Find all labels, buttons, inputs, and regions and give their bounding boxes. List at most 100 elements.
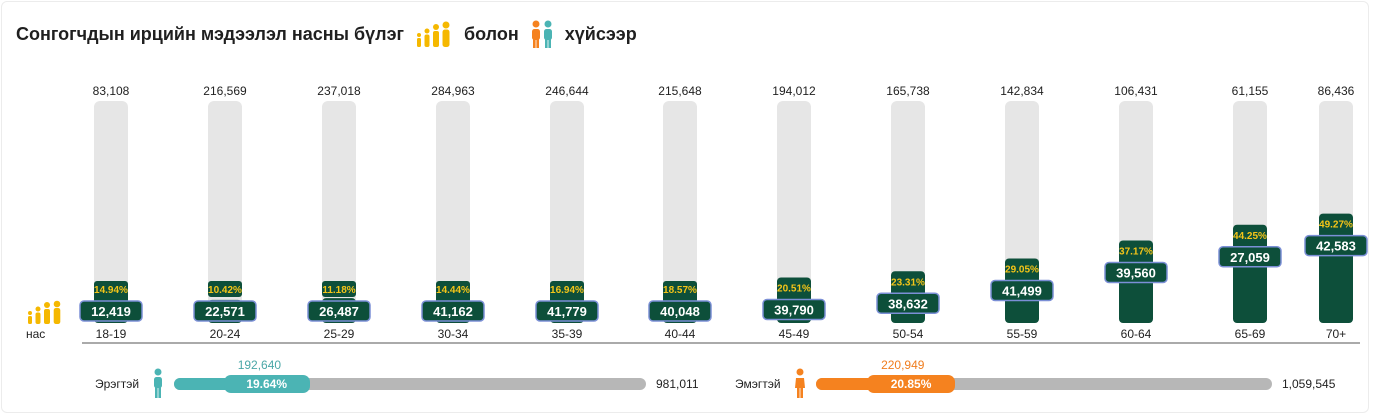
female-voted-count: 220,949 bbox=[881, 358, 925, 372]
turnout-pct-bg bbox=[1005, 260, 1039, 277]
total-bar bbox=[208, 101, 242, 323]
voted-count-pill bbox=[421, 300, 485, 322]
male-icon bbox=[152, 368, 164, 403]
turnout-pct-label: 49.27% bbox=[1319, 220, 1353, 231]
voted-count-label: 39,790 bbox=[774, 302, 814, 317]
total-label: 216,569 bbox=[203, 84, 247, 98]
total-label: 215,648 bbox=[658, 84, 702, 98]
turnout-pct-bg bbox=[208, 281, 242, 297]
turnout-pct-label: 20.51% bbox=[777, 283, 811, 294]
total-bar bbox=[436, 101, 470, 323]
turnout-pct-label: 11.18% bbox=[322, 285, 355, 296]
total-bar bbox=[663, 101, 697, 323]
total-label: 246,644 bbox=[545, 84, 589, 98]
voted-count-pill bbox=[535, 300, 599, 322]
turnout-pct-label: 14.94% bbox=[94, 285, 128, 296]
turnout-pct-label: 23.31% bbox=[891, 277, 925, 288]
voted-count-pill bbox=[1104, 261, 1168, 284]
title-text-2: болон bbox=[464, 23, 519, 44]
female-icon bbox=[794, 368, 806, 403]
total-label: 165,738 bbox=[886, 84, 930, 98]
turnout-pct-bg bbox=[436, 281, 470, 297]
title-text-3: хүйсээр bbox=[564, 23, 637, 44]
chart-title: Сонгогчдын ирцийн мэдээлэл насны бүлэг б… bbox=[16, 20, 637, 48]
voted-count-label: 40,048 bbox=[660, 304, 700, 319]
voted-count-label: 26,487 bbox=[319, 304, 359, 319]
turnout-pct-bg bbox=[1119, 242, 1153, 259]
turnout-pct-label: 14.44% bbox=[436, 285, 470, 296]
turnout-pct-bg bbox=[322, 281, 356, 297]
total-label: 61,155 bbox=[1232, 84, 1269, 98]
voted-count-label: 12,419 bbox=[91, 304, 131, 319]
male-female-icon bbox=[529, 20, 555, 48]
turnout-pct-label: 18.57% bbox=[663, 285, 697, 296]
total-label: 284,963 bbox=[431, 84, 475, 98]
voted-count-pill bbox=[990, 279, 1054, 302]
total-label: 106,431 bbox=[1114, 84, 1158, 98]
title-text-1: Сонгогчдын ирцийн мэдээлэл насны бүлэг bbox=[16, 23, 405, 44]
voted-count-label: 22,571 bbox=[205, 304, 245, 319]
voted-count-pill bbox=[762, 298, 826, 321]
male-percent-pill: 19.64% bbox=[223, 375, 310, 393]
total-label: 83,108 bbox=[93, 84, 130, 98]
voted-count-label: 27,059 bbox=[1230, 250, 1270, 265]
voted-count-label: 39,560 bbox=[1116, 265, 1156, 280]
male-total: 981,011 bbox=[656, 377, 699, 391]
category-label: 50-54 bbox=[893, 327, 924, 341]
category-label: 35-39 bbox=[552, 327, 583, 341]
category-label: 25-29 bbox=[324, 327, 355, 341]
female-label: Эмэгтэй bbox=[735, 377, 781, 391]
voted-count-pill bbox=[1218, 246, 1282, 268]
category-label: 30-34 bbox=[438, 327, 469, 341]
total-bar bbox=[550, 101, 584, 323]
age-bar-chart: 83,108 14.94% 12,419 18-19 216,569 10.42% 22,5… bbox=[79, 84, 1368, 344]
voted-count-pill bbox=[648, 300, 712, 322]
total-bar bbox=[94, 101, 128, 323]
category-label: 70+ bbox=[1326, 327, 1346, 341]
category-label: 45-49 bbox=[779, 327, 810, 341]
turnout-pct-bg bbox=[1233, 226, 1267, 243]
male-label: Эрэгтэй bbox=[95, 377, 140, 391]
turnout-pct-label: 37.17% bbox=[1119, 246, 1153, 257]
voted-count-label: 42,583 bbox=[1316, 239, 1356, 254]
female-percent-pill: 20.85% bbox=[867, 375, 956, 393]
turnout-pct-label: 44.25% bbox=[1233, 231, 1267, 242]
total-bar bbox=[322, 101, 356, 323]
turnout-pct-bg bbox=[550, 281, 584, 297]
turnout-pct-bg bbox=[1319, 215, 1353, 232]
people-group-icon bbox=[414, 21, 454, 47]
category-label: 18-19 bbox=[96, 327, 127, 341]
turnout-pct-bg bbox=[777, 279, 811, 296]
axis-label: нас bbox=[26, 327, 46, 341]
voted-count-pill bbox=[307, 300, 371, 322]
category-label: 65-69 bbox=[1235, 327, 1266, 341]
voted-count-pill bbox=[193, 300, 257, 322]
voted-count-pill bbox=[876, 292, 940, 315]
category-label: 40-44 bbox=[665, 327, 696, 341]
turnout-pct-label: 29.05% bbox=[1005, 265, 1039, 276]
category-label: 55-59 bbox=[1007, 327, 1038, 341]
total-label: 142,834 bbox=[1000, 84, 1044, 98]
male-voted-count: 192,640 bbox=[237, 358, 282, 372]
total-bar bbox=[777, 101, 811, 323]
turnout-pct-bg bbox=[891, 273, 925, 290]
female-total: 1,059,545 bbox=[1282, 377, 1336, 391]
turnout-pct-label: 10.42% bbox=[208, 285, 242, 296]
axis-people-icon bbox=[26, 300, 64, 329]
voted-count-label: 41,162 bbox=[433, 304, 473, 319]
total-label: 237,018 bbox=[317, 84, 361, 98]
voted-count-label: 38,632 bbox=[888, 296, 928, 311]
category-label: 20-24 bbox=[210, 327, 241, 341]
turnout-pct-bg bbox=[663, 281, 697, 297]
voted-count-label: 41,499 bbox=[1002, 284, 1042, 299]
voted-count-label: 41,779 bbox=[547, 304, 587, 319]
total-bar bbox=[891, 101, 925, 323]
total-label: 86,436 bbox=[1318, 84, 1355, 98]
turnout-pct-label: 16.94% bbox=[550, 285, 584, 296]
voted-count-pill bbox=[79, 300, 143, 322]
voted-count-pill bbox=[1304, 234, 1368, 257]
turnout-pct-bg bbox=[94, 281, 128, 297]
category-label: 60-64 bbox=[1121, 327, 1152, 341]
total-label: 194,012 bbox=[772, 84, 816, 98]
